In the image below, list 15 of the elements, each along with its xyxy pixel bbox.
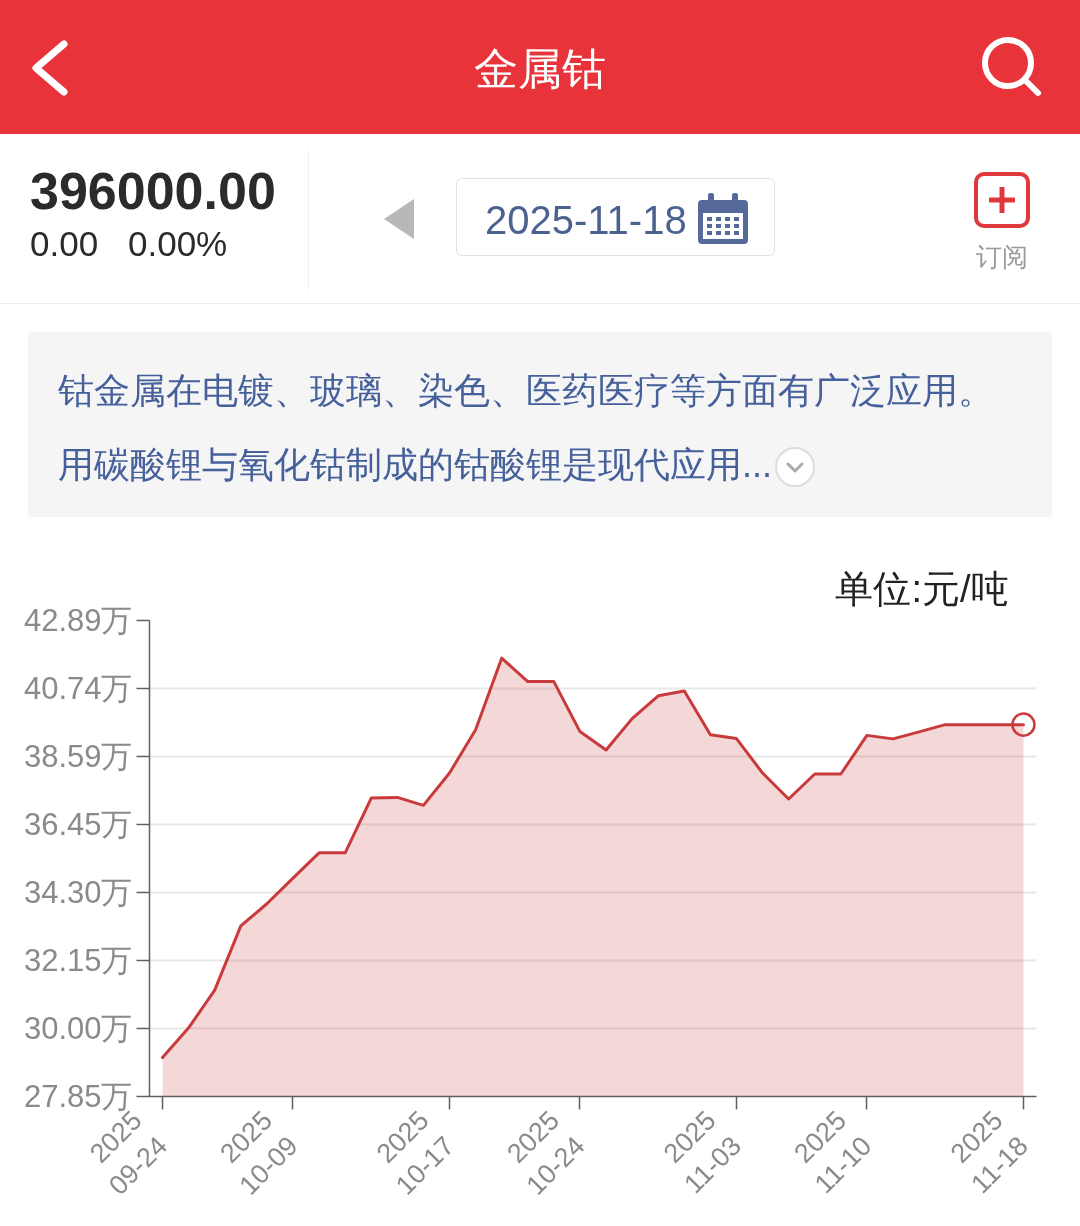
y-tick-label: 36.45万	[23, 806, 133, 842]
y-tick-label: 38.59万	[23, 739, 133, 775]
text: 2025-11-18	[485, 198, 687, 242]
y-tick-label: 32.15万	[23, 942, 133, 978]
text: 0.00	[30, 224, 99, 263]
chart-title: 金属钴	[474, 44, 606, 94]
text: 订阅	[976, 242, 1028, 272]
text: 0.00%	[128, 224, 228, 263]
y-tick-label: 42.89万	[23, 603, 133, 638]
y-tick-label: 40.74万	[23, 671, 133, 707]
y-tick-label: 34.30万	[23, 874, 133, 910]
chart-subtitle: 钴金属在电镀、玻璃、染色、医药医疗等方面有广泛应用。用碳酸锂与氧化钴制成的钴酸锂是现代应用...	[58, 370, 994, 485]
text: 396000.00	[30, 162, 276, 220]
y-tick-label: 30.00万	[23, 1010, 133, 1046]
y-axis-title: 单位:元/吨	[835, 567, 1009, 610]
